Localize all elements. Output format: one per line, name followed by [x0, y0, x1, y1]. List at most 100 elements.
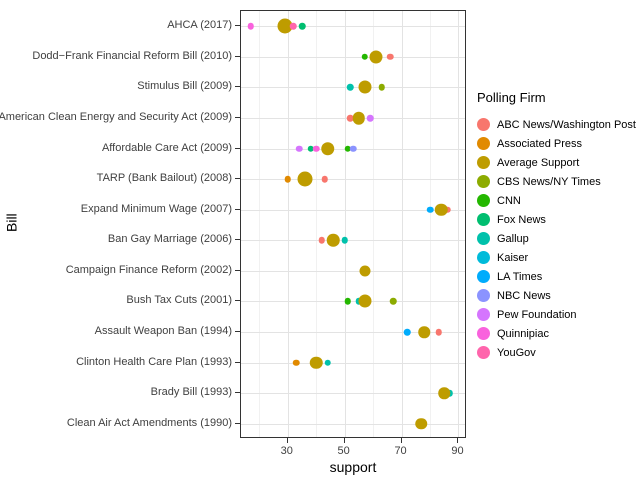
plot-area — [240, 10, 466, 438]
gridline-row — [241, 240, 465, 242]
gridline-row — [241, 26, 465, 28]
legend-entry: LA Times — [477, 267, 637, 286]
poll-point — [341, 237, 348, 244]
poll-point — [290, 23, 297, 30]
legend-entry: Average Support — [477, 153, 637, 172]
y-tick-mark — [235, 269, 240, 271]
y-tick-label: Clinton Health Care Plan (1993) — [76, 355, 232, 368]
y-tick-mark — [235, 178, 240, 180]
average-support-point — [369, 50, 383, 64]
x-tick-label: 90 — [451, 445, 464, 457]
legend-swatch-icon — [477, 118, 490, 131]
legend-swatch-icon — [477, 175, 490, 188]
poll-point — [344, 145, 351, 152]
y-tick-label: Assault Weapon Ban (1994) — [94, 325, 232, 337]
gridline-row — [241, 362, 465, 364]
poll-point — [404, 328, 411, 336]
poll-point — [298, 23, 306, 30]
y-tick-label: Clean Air Act Amendments (1990) — [66, 416, 232, 429]
legend-entry-label: Associated Press — [497, 137, 582, 150]
poll-point — [247, 23, 255, 30]
gridline-row — [241, 423, 465, 425]
gridline-minor-x60 — [373, 11, 375, 437]
legend-swatch-icon — [477, 156, 490, 169]
poll-point — [324, 359, 331, 366]
legend-swatch-icon — [477, 194, 490, 207]
legend-entry: Pew Foundation — [477, 305, 637, 324]
gridline-row — [241, 179, 465, 181]
legend-entry-label: Pew Foundation — [497, 308, 577, 321]
average-support-point — [309, 356, 323, 369]
legend-swatch-icon — [477, 289, 490, 302]
x-tick-mark — [286, 438, 288, 443]
poll-point — [318, 237, 326, 244]
gridline-row — [241, 270, 465, 272]
poll-point — [435, 328, 442, 336]
gridline-row — [241, 332, 465, 333]
average-support-point — [359, 265, 371, 277]
y-tick-mark — [235, 86, 240, 88]
legend-swatch-icon — [477, 327, 490, 340]
x-tick-mark — [457, 438, 459, 443]
poll-point — [307, 145, 314, 152]
y-tick-mark — [235, 361, 240, 363]
legend-swatch-icon — [477, 308, 490, 321]
legend-entry: NBC News — [477, 286, 637, 305]
legend-entries: ABC News/Washington Post Associated Press… — [477, 115, 637, 362]
legend-entry: CBS News/NY Times — [477, 172, 637, 191]
poll-point — [361, 53, 368, 61]
average-support-point — [320, 141, 335, 156]
y-tick-label: Stimulus Bill (2009) — [137, 80, 232, 93]
legend-entry-label: Average Support — [497, 156, 580, 169]
y-tick-mark — [235, 55, 240, 57]
poll-point — [293, 359, 300, 366]
average-support-point — [438, 387, 450, 399]
average-support-point — [415, 417, 428, 430]
gridline-major-x30 — [287, 11, 289, 437]
poll-point — [386, 53, 394, 61]
gridline-minor-x40 — [316, 11, 318, 437]
poll-point — [344, 298, 351, 305]
poll-point — [295, 145, 303, 152]
y-tick-label: Bush Tax Cuts (2001) — [126, 294, 232, 307]
legend-swatch-icon — [477, 270, 490, 283]
legend-entry: Kaiser — [477, 248, 637, 267]
legend-title: Polling Firm — [477, 90, 546, 105]
y-tick-label: Brady Bill (1993) — [150, 386, 232, 399]
y-axis-title: Bill — [3, 213, 20, 232]
average-support-point — [277, 18, 293, 34]
poll-point — [349, 145, 357, 152]
poll-point — [426, 206, 434, 213]
x-tick-label: 50 — [337, 445, 350, 457]
gridline-major-x50 — [344, 11, 346, 437]
legend-entry-label: LA Times — [497, 270, 543, 283]
y-tick-label: Campaign Finance Reform (2002) — [65, 263, 232, 276]
y-tick-label: Dodd−Frank Financial Reform Bill (2010) — [32, 49, 232, 62]
poll-point — [312, 145, 320, 152]
y-tick-mark — [235, 300, 240, 302]
legend-entry: Fox News — [477, 210, 637, 229]
y-tick-label: Affordable Care Act (2009) — [101, 141, 232, 154]
gridline-row — [241, 301, 465, 303]
y-tick-label: American Clean Energy and Security Act (… — [0, 111, 232, 123]
legend-entry-label: CNN — [497, 194, 521, 207]
gridline-major-x90 — [458, 11, 460, 437]
y-tick-label: Expand Minimum Wage (2007) — [80, 202, 232, 215]
poll-point — [347, 114, 354, 122]
legend: Polling Firm ABC News/Washington Post Ass… — [477, 90, 637, 362]
gridline-row — [241, 393, 465, 395]
gridline-row — [241, 56, 465, 58]
average-support-point — [297, 171, 313, 187]
y-tick-mark — [235, 147, 240, 149]
poll-point — [284, 175, 292, 183]
y-tick-label: AHCA (2017) — [167, 19, 232, 32]
legend-entry-label: CBS News/NY Times — [497, 175, 601, 188]
legend-swatch-icon — [477, 251, 490, 264]
gridline-minor-x20 — [259, 11, 261, 437]
legend-entry-label: Quinnipiac — [497, 327, 549, 340]
legend-entry: Associated Press — [477, 134, 637, 153]
legend-entry-label: NBC News — [497, 289, 551, 302]
y-tick-label: Ban Gay Marriage (2006) — [107, 233, 232, 246]
poll-point — [347, 84, 354, 91]
